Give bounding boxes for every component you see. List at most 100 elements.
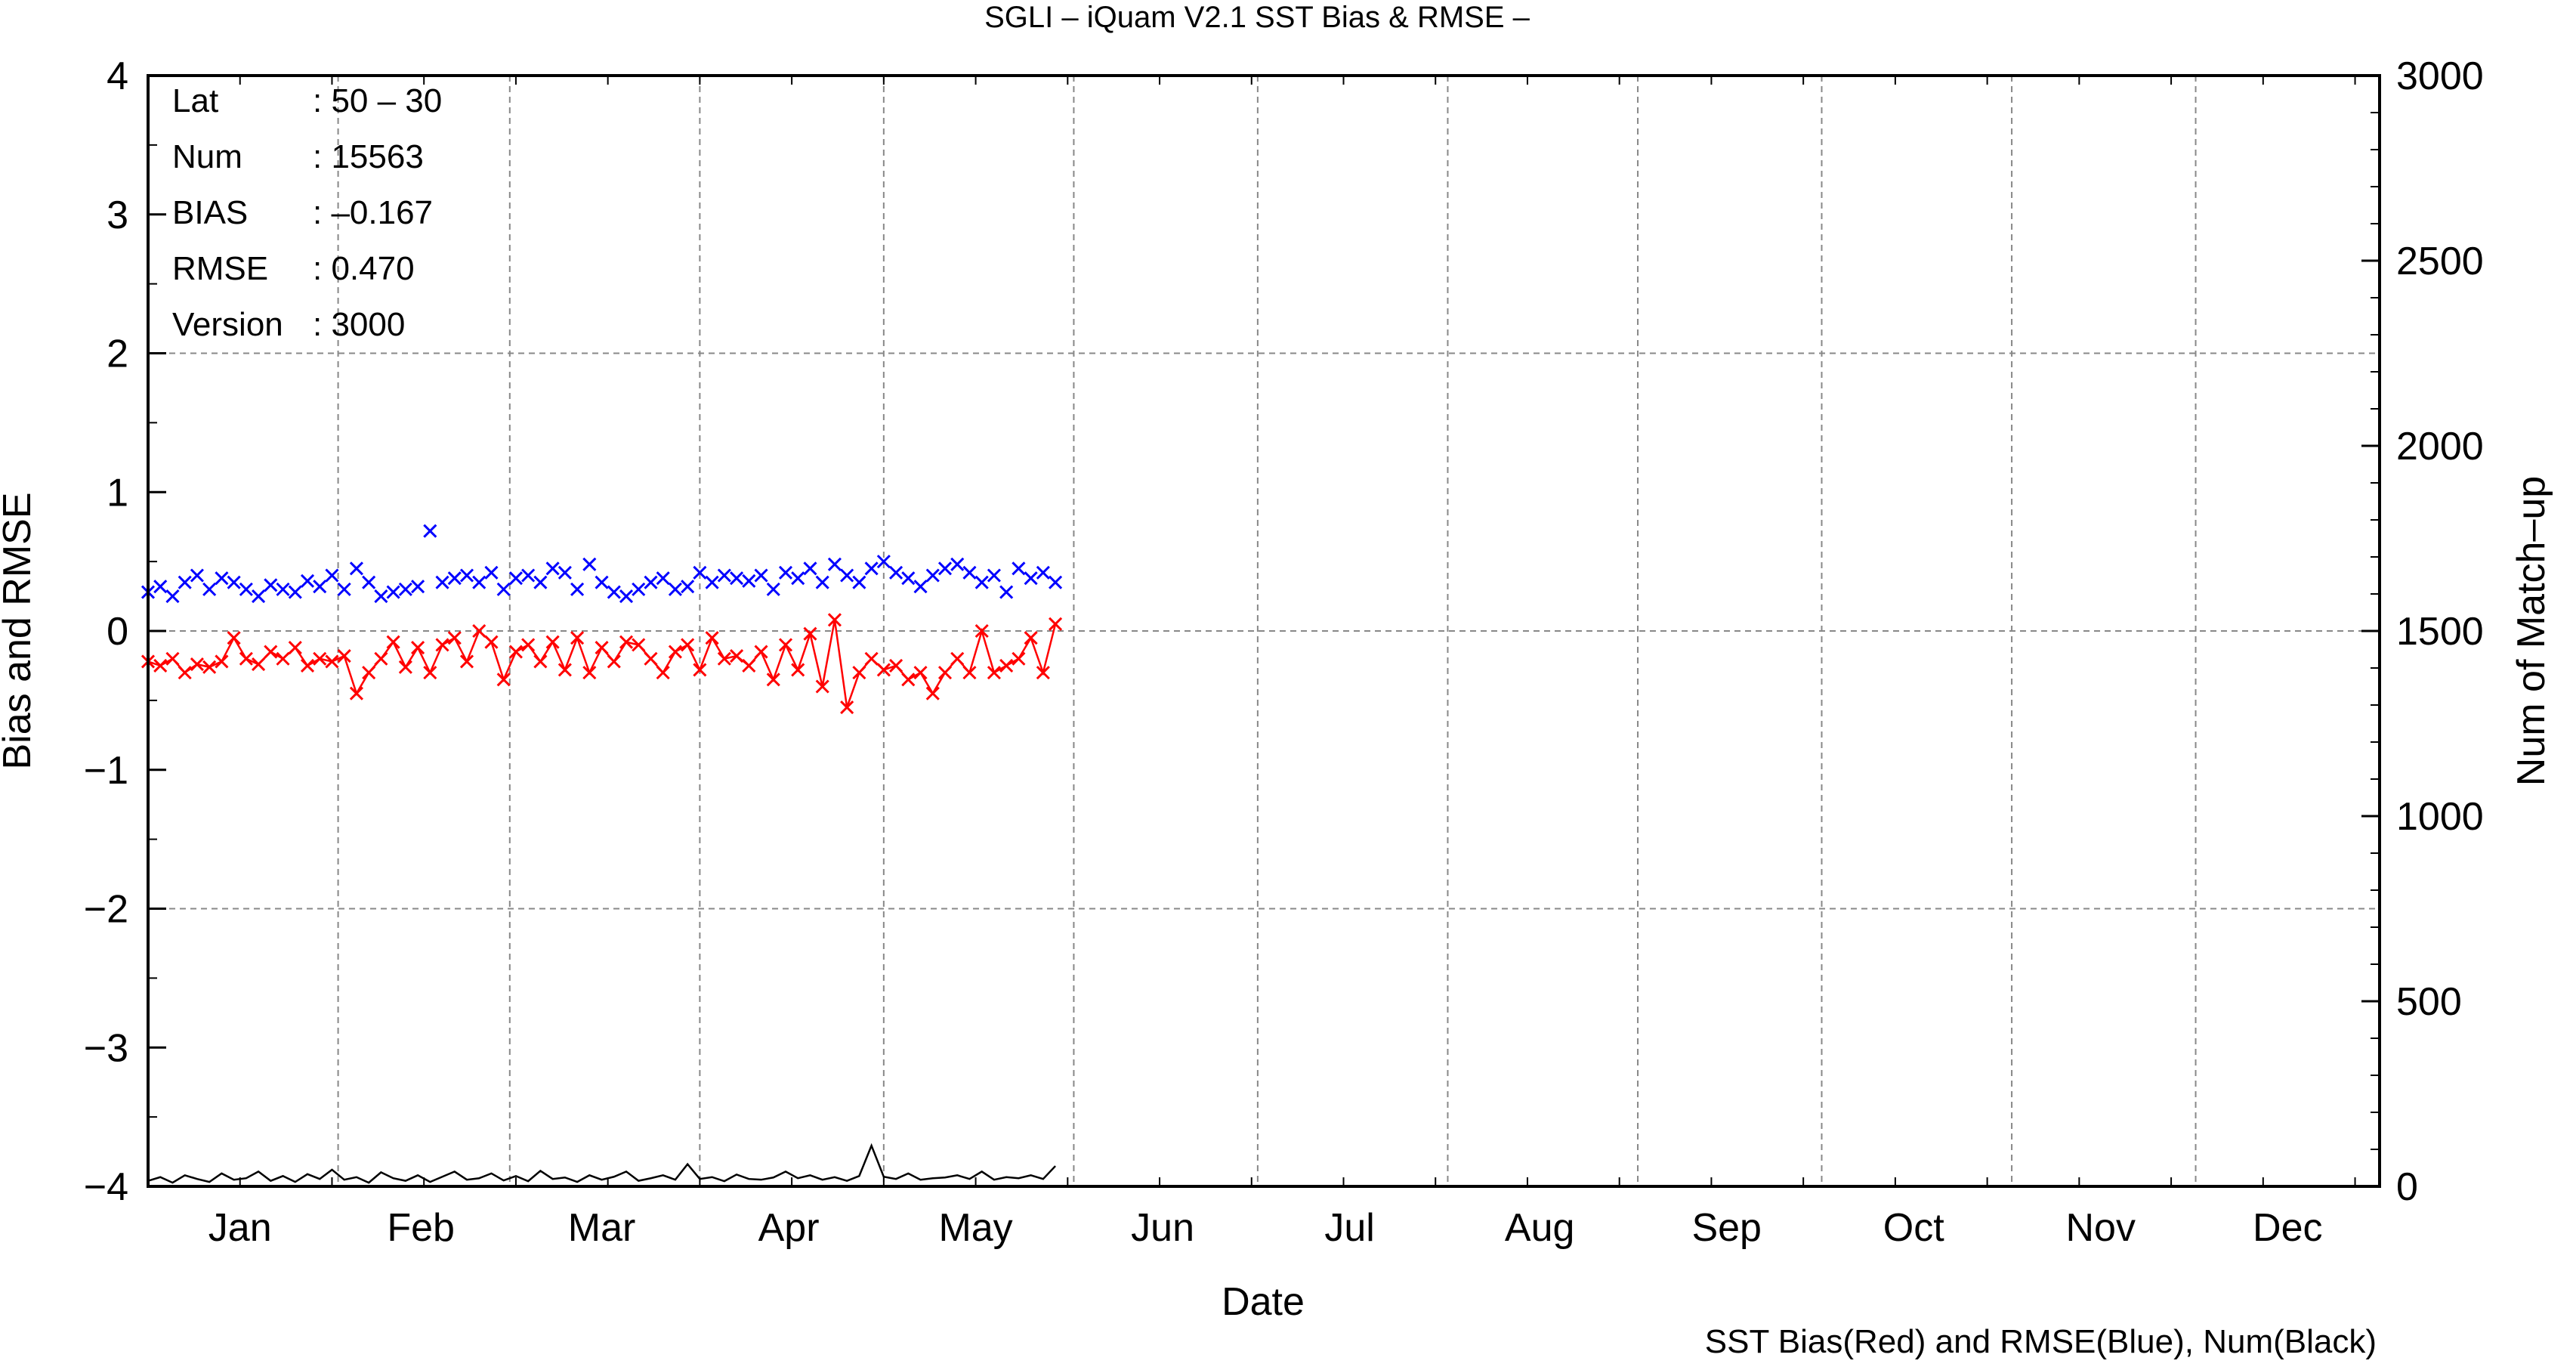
rmse-point (791, 571, 805, 586)
bias-point (840, 700, 854, 715)
y2-tick-label: 500 (2396, 980, 2462, 1024)
bias-point (864, 651, 879, 666)
rmse-point (925, 568, 940, 583)
bias-point (300, 658, 315, 673)
bias-point (1049, 617, 1063, 631)
rmse-point (717, 568, 731, 583)
rmse-point (668, 582, 682, 596)
bias-point (742, 658, 756, 673)
stats-num-label: Num (172, 138, 242, 175)
rmse-point (398, 582, 412, 596)
rmse-point (423, 524, 437, 538)
bias-point (276, 651, 290, 666)
rmse-point (325, 568, 339, 583)
bias-point (876, 663, 891, 677)
rmse-point (484, 565, 499, 580)
rmse-point (215, 571, 229, 586)
bias-point (288, 640, 302, 655)
stats-lat-label: Lat (172, 82, 218, 119)
bias-point (533, 654, 548, 669)
bias-point (374, 651, 388, 666)
rmse-point (386, 585, 400, 599)
rmse-series (141, 524, 1063, 604)
bias-point (459, 654, 474, 669)
bias-point (386, 635, 400, 649)
bias-point (202, 660, 217, 674)
stats-bias-label: BIAS (172, 194, 248, 231)
bias-point (705, 631, 719, 645)
num-series (147, 1143, 1056, 1184)
bias-point (252, 657, 266, 672)
bias-point (190, 657, 204, 672)
num-line (147, 1143, 1056, 1184)
bias-point (349, 686, 363, 700)
bias-point (1024, 631, 1038, 645)
bias-point (337, 649, 351, 663)
rmse-point (681, 580, 695, 594)
bias-point (165, 651, 180, 666)
bias-point (178, 666, 192, 680)
bias-point (852, 666, 866, 680)
rmse-point (974, 575, 989, 589)
bias-point (937, 666, 953, 680)
stats-lat-value: : 50 – 30 (313, 82, 442, 119)
bias-point (1012, 651, 1026, 666)
rmse-point (987, 568, 1001, 583)
rmse-point (656, 571, 670, 586)
rmse-point (239, 582, 253, 596)
rmse-point (864, 561, 879, 576)
rmse-point (827, 557, 842, 571)
rmse-point (730, 571, 744, 586)
rmse-point (165, 589, 180, 604)
stats-version-value: : 3000 (313, 306, 405, 343)
rmse-point (447, 571, 462, 586)
y-tick-label: −2 (84, 888, 128, 932)
stats-version-label: Version (172, 306, 283, 343)
bias-point (987, 666, 1001, 680)
bias-point (153, 658, 168, 673)
bias-point (791, 663, 805, 677)
month-tick-label: Aug (1505, 1206, 1575, 1250)
rmse-point (693, 565, 707, 580)
rmse-point (252, 589, 266, 604)
bias-point (974, 623, 989, 639)
rmse-point (766, 582, 780, 596)
y2-axis-label: Num of Match–up (2510, 476, 2553, 786)
stats-rmse-label: RMSE (172, 250, 268, 287)
stats-box: Lat : 50 – 30 Num : 15563 BIAS : –0.167 … (172, 82, 442, 343)
month-tick-label: Jun (1131, 1206, 1194, 1250)
right-axis-tick-labels: 0 500 1000 1500 2000 2500 3000 (2396, 54, 2484, 1209)
bias-point (913, 666, 928, 680)
rmse-point (950, 557, 965, 571)
month-tick-label: Sep (1691, 1206, 1762, 1250)
bias-point (325, 654, 339, 669)
rmse-point (876, 555, 891, 569)
bias-point (619, 635, 634, 649)
bias-point (644, 651, 658, 666)
stats-num-value: : 15563 (313, 138, 424, 175)
rmse-point (545, 561, 560, 576)
bias-point (681, 638, 695, 652)
y-tick-label: 1 (107, 471, 128, 515)
y2-tick-label: 2500 (2396, 240, 2484, 283)
rmse-point (1024, 571, 1038, 586)
bias-point (999, 658, 1014, 673)
bias-point (668, 645, 682, 659)
rmse-point (362, 575, 376, 589)
month-tick-label: Jul (1324, 1206, 1374, 1250)
bias-point (803, 626, 817, 641)
chart-title: SGLI – iQuam V2.1 SST Bias & RMSE – (984, 1, 1530, 34)
rmse-point (276, 582, 290, 596)
rmse-point (459, 568, 474, 583)
rmse-point (435, 575, 449, 589)
stats-bias-value: : –0.167 (313, 194, 433, 231)
bias-point (411, 640, 425, 655)
rmse-point (178, 575, 192, 589)
bias-point (496, 673, 511, 687)
y-tick-label: 3 (107, 193, 128, 237)
rmse-point (337, 582, 351, 596)
bias-point (227, 631, 241, 645)
y-tick-label: −4 (84, 1165, 128, 1209)
y2-tick-label: 1500 (2396, 610, 2484, 654)
